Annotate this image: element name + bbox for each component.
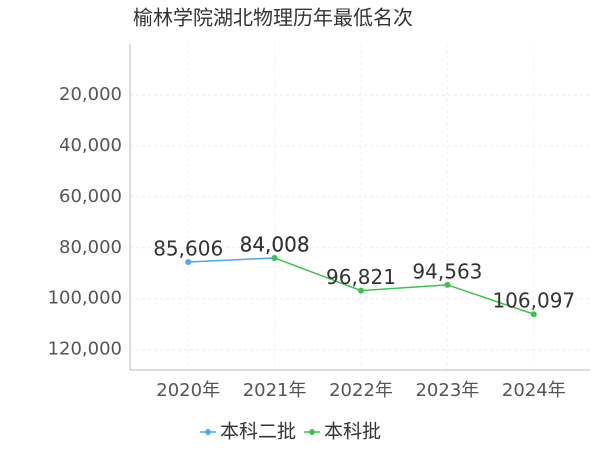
data-label: 96,821 [326,265,396,289]
legend-marker [309,429,316,435]
chart-title: 榆林学院湖北物理历年最低名次 [133,6,413,30]
y-tick-label: 100,000 [48,288,122,309]
legend-label: 本科批 [324,421,381,443]
data-label: 84,008 [240,232,310,256]
x-tick-label: 2020年 [156,380,220,401]
x-tick-label: 2023年 [415,380,479,401]
legend-label: 本科二批 [220,421,296,443]
legend-item: 本科批 [304,421,381,443]
data-label: 84,008 [240,232,310,256]
y-tick-label: 20,000 [59,84,122,105]
y-tick-label: 60,000 [59,186,122,207]
data-label: 94,563 [412,259,482,283]
x-tick-label: 2022年 [329,380,393,401]
data-label: 106,097 [492,289,575,313]
y-tick-label: 120,000 [48,339,122,360]
legend-item: 本科二批 [200,421,296,443]
y-tick-label: 80,000 [59,237,122,258]
data-label: 85,606 [153,237,223,261]
data-point [530,311,537,318]
legend-marker [205,429,211,435]
series-line [274,257,535,315]
data-point [358,287,364,294]
data-point [271,254,278,261]
y-tick-label: 40,000 [59,135,122,156]
x-tick-label: 2024年 [502,380,566,401]
series-line [188,257,275,263]
data-point [185,259,192,266]
data-point [444,281,451,288]
x-tick-label: 2021年 [243,380,307,401]
